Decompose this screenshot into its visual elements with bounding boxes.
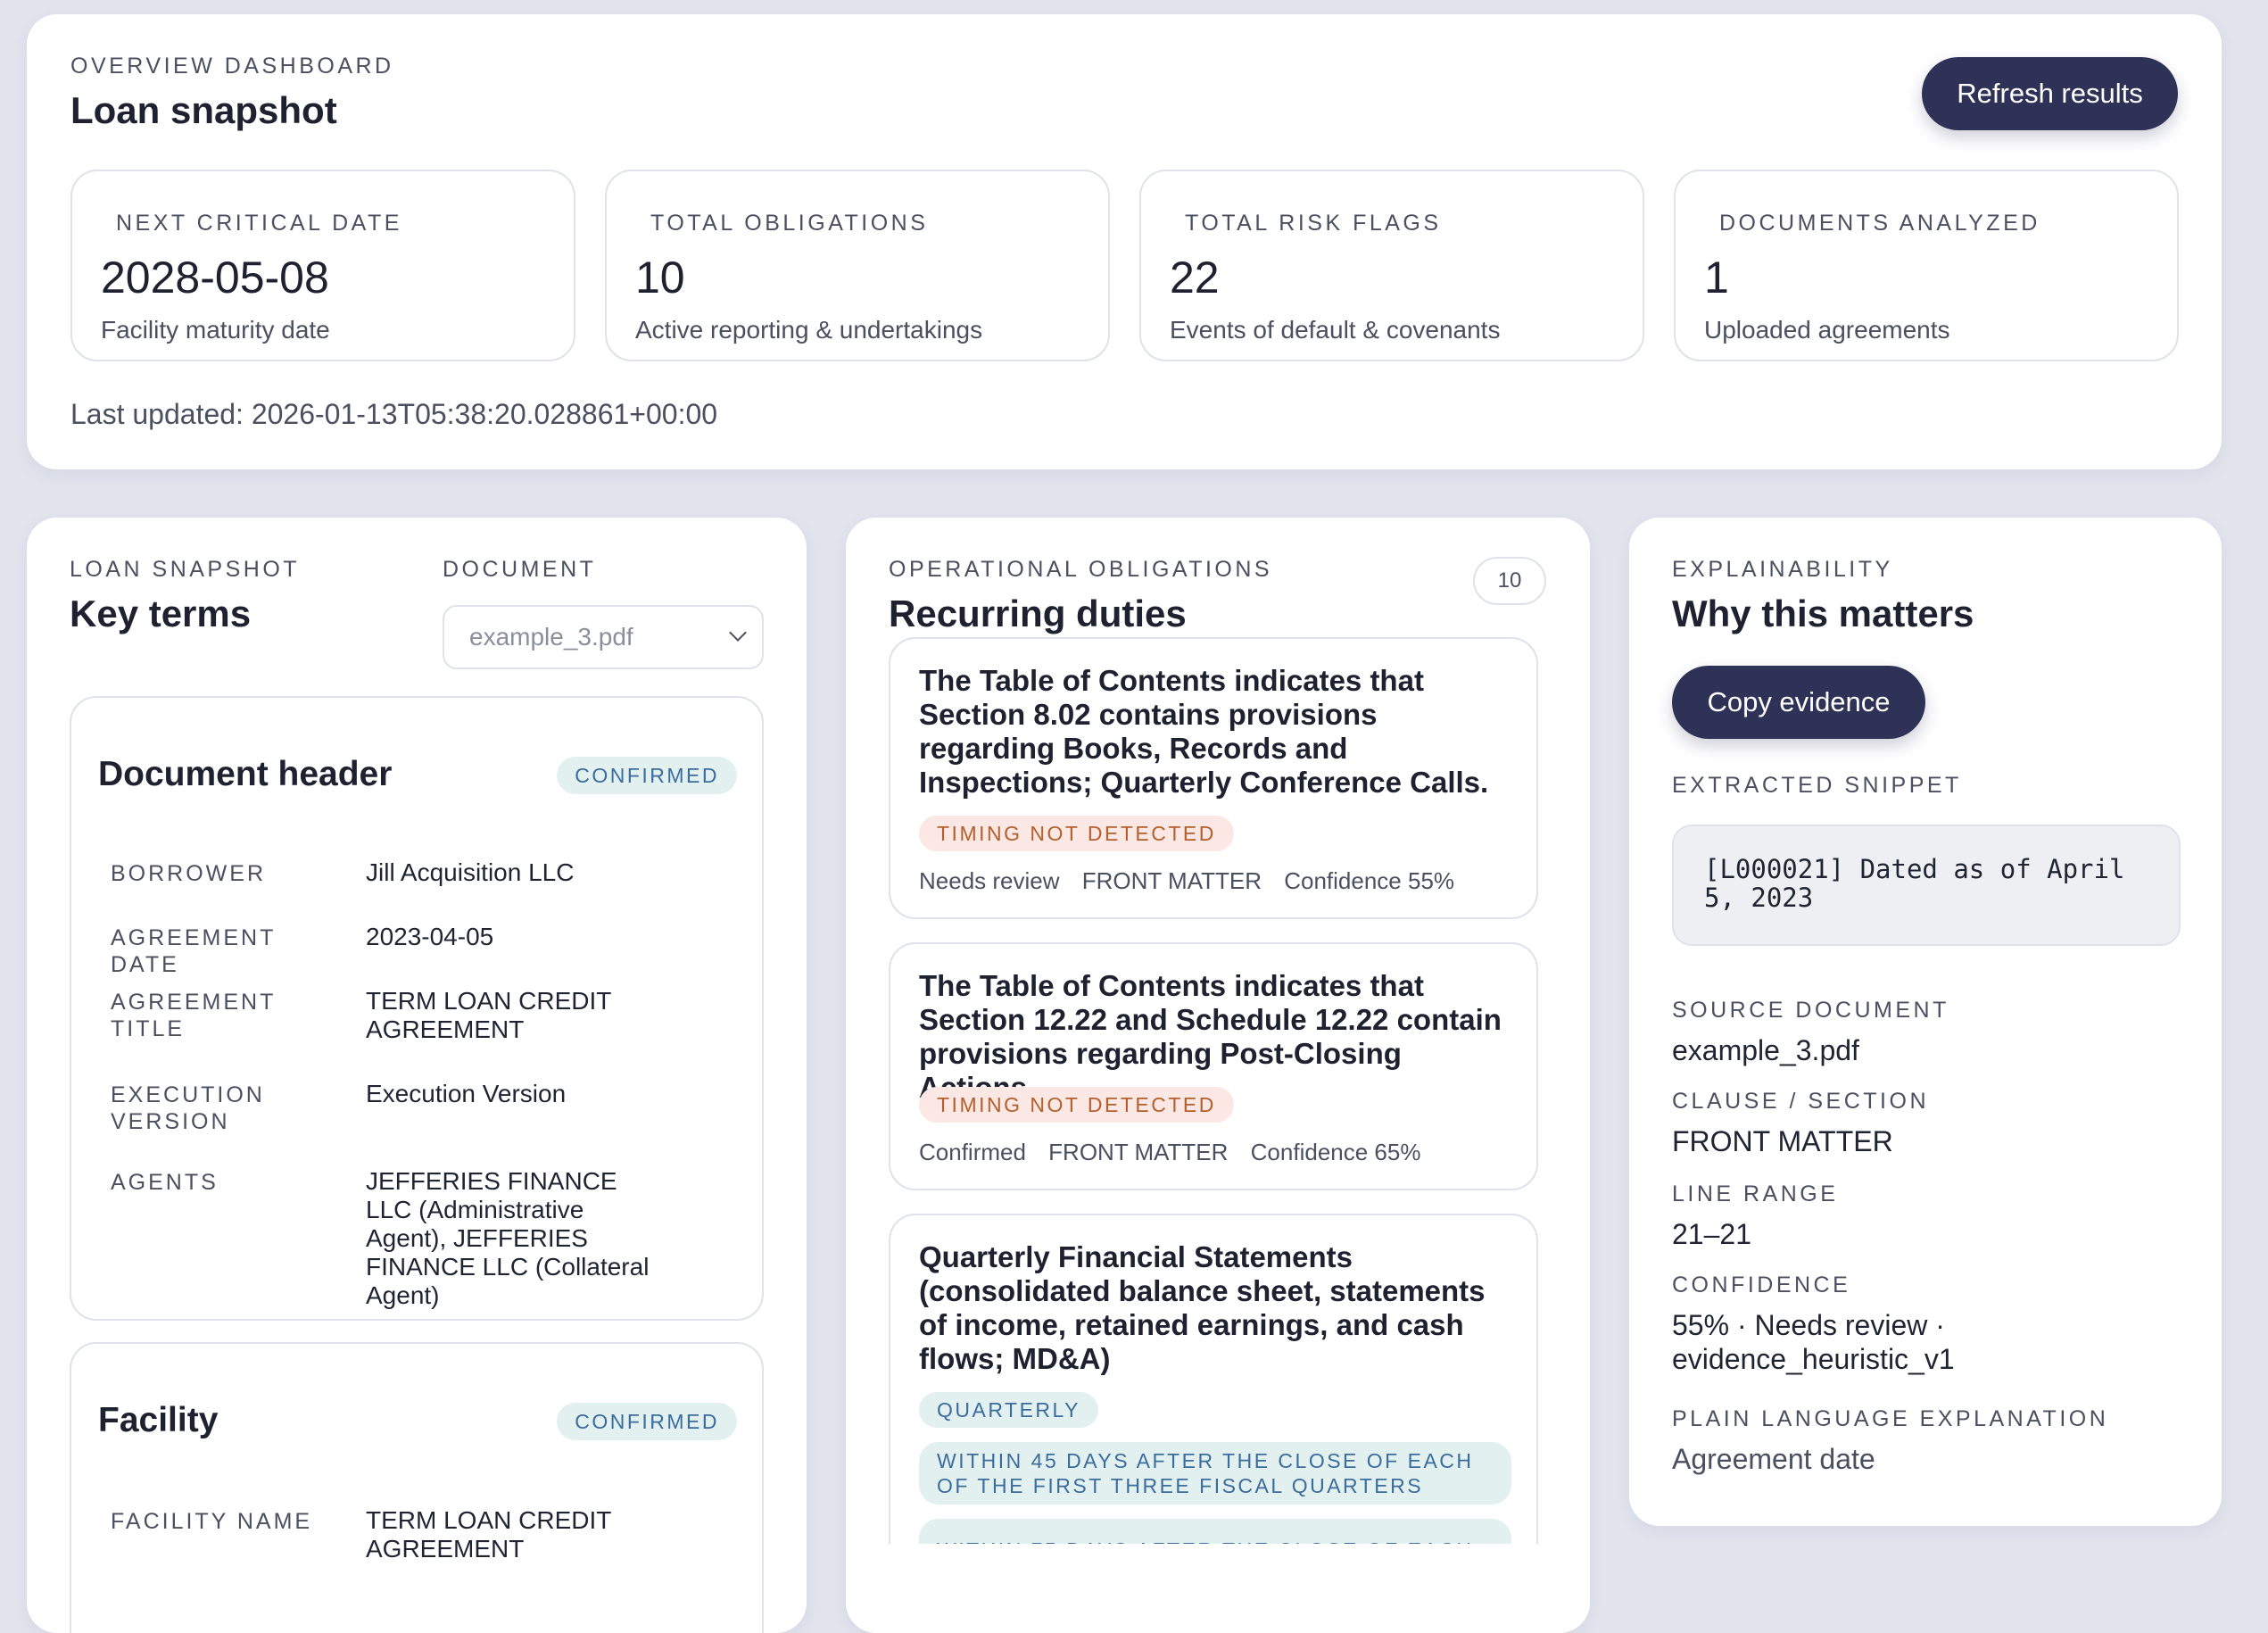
stat-documents-analyzed: DOCUMENTS ANALYZED 1 Uploaded agreements bbox=[1674, 170, 2179, 361]
field-value: TERM LOAN CREDIT AGREEMENT bbox=[366, 987, 611, 1043]
snippet-label: EXTRACTED SNIPPET bbox=[1672, 773, 1962, 798]
page-title: Loan snapshot bbox=[70, 89, 337, 131]
duty-meta: Confirmed FRONT MATTER Confidence 65% bbox=[919, 1139, 1436, 1166]
stat-value: 2028-05-08 bbox=[101, 253, 329, 303]
duty-title: The Table of Contents indicates that Sec… bbox=[919, 664, 1489, 799]
confidence-label: CONFIDENCE bbox=[1672, 1272, 1851, 1297]
stat-next-critical-date: NEXT CRITICAL DATE 2028-05-08 Facility m… bbox=[70, 170, 575, 361]
stat-subtitle: Events of default & covenants bbox=[1170, 316, 1501, 344]
key-terms-eyebrow: LOAN SNAPSHOT bbox=[70, 557, 301, 582]
copy-evidence-button[interactable]: Copy evidence bbox=[1672, 666, 1925, 739]
field-value: JEFFERIES FINANCE LLC (Administrative Ag… bbox=[366, 1167, 650, 1309]
clause-section-label: CLAUSE / SECTION bbox=[1672, 1089, 1929, 1114]
duty-meta: Needs review FRONT MATTER Confidence 55% bbox=[919, 867, 1470, 895]
line-range-label: LINE RANGE bbox=[1672, 1181, 1839, 1206]
duty-item[interactable]: The Table of Contents indicates that Sec… bbox=[889, 942, 1538, 1190]
explainability-eyebrow: EXPLAINABILITY bbox=[1672, 557, 1893, 582]
document-select-value: example_3.pdf bbox=[469, 623, 633, 651]
document-header-section: Document header CONFIRMED BORROWER Jill … bbox=[70, 696, 764, 1321]
duty-confidence: Confidence 55% bbox=[1284, 867, 1455, 894]
stat-subtitle: Uploaded agreements bbox=[1704, 316, 1950, 344]
last-updated-text: Last updated: 2026-01-13T05:38:20.028861… bbox=[70, 398, 718, 430]
document-select[interactable]: example_3.pdf bbox=[443, 605, 764, 669]
plain-language-label: PLAIN LANGUAGE EXPLANATION bbox=[1672, 1406, 2109, 1431]
chevron-down-icon bbox=[729, 624, 747, 642]
field-value: 2023-04-05 bbox=[366, 923, 494, 950]
extracted-snippet: [L000021] Dated as of April 5, 2023 bbox=[1672, 825, 2181, 946]
duties-count-badge: 10 bbox=[1473, 557, 1546, 605]
overview-eyebrow: OVERVIEW DASHBOARD bbox=[70, 54, 394, 79]
clause-section-value: FRONT MATTER bbox=[1672, 1125, 1893, 1157]
plain-language-value: Agreement date bbox=[1672, 1443, 1875, 1475]
duty-item[interactable]: Quarterly Financial Statements (consolid… bbox=[889, 1214, 1538, 1544]
field-label: AGREEMENT TITLE bbox=[111, 990, 276, 1041]
line-range-value: 21–21 bbox=[1672, 1218, 1751, 1250]
duty-section: FRONT MATTER bbox=[1081, 867, 1262, 894]
recurring-duties-card: OPERATIONAL OBLIGATIONS Recurring duties… bbox=[846, 518, 1590, 1633]
stat-label: DOCUMENTS ANALYZED bbox=[1719, 211, 2040, 236]
explainability-title: Why this matters bbox=[1672, 593, 1974, 634]
status-badge: CONFIRMED bbox=[557, 1403, 737, 1440]
stat-total-risk-flags: TOTAL RISK FLAGS 22 Events of default & … bbox=[1139, 170, 1644, 361]
stat-label: NEXT CRITICAL DATE bbox=[116, 211, 402, 236]
stat-subtitle: Facility maturity date bbox=[101, 316, 330, 344]
duties-eyebrow: OPERATIONAL OBLIGATIONS bbox=[889, 557, 1273, 582]
key-terms-title: Key terms bbox=[70, 593, 252, 634]
stat-value: 10 bbox=[635, 253, 685, 303]
field-label: BORROWER bbox=[111, 861, 266, 886]
timing-badge: TIMING NOT DETECTED bbox=[919, 816, 1234, 851]
stat-subtitle: Active reporting & undertakings bbox=[635, 316, 983, 344]
section-title: Document header bbox=[98, 755, 393, 793]
stat-value: 1 bbox=[1704, 253, 1729, 303]
status-badge: CONFIRMED bbox=[557, 757, 737, 794]
field-value: Execution Version bbox=[366, 1080, 567, 1107]
duty-section: FRONT MATTER bbox=[1048, 1139, 1229, 1165]
refresh-results-button[interactable]: Refresh results bbox=[1922, 57, 2178, 130]
source-document-label: SOURCE DOCUMENT bbox=[1672, 998, 1949, 1023]
stat-value: 22 bbox=[1170, 253, 1220, 303]
field-label: EXECUTION VERSION bbox=[111, 1082, 265, 1134]
field-label: FACILITY NAME bbox=[111, 1509, 313, 1534]
field-value: TERM LOAN CREDIT AGREEMENT bbox=[366, 1506, 611, 1563]
overview-card: OVERVIEW DASHBOARD Loan snapshot Refresh… bbox=[27, 14, 2222, 469]
facility-section: Facility CONFIRMED FACILITY NAME TERM LO… bbox=[70, 1342, 764, 1633]
key-terms-card: LOAN SNAPSHOT Key terms DOCUMENT example… bbox=[27, 518, 807, 1633]
duties-title: Recurring duties bbox=[889, 593, 1187, 634]
explainability-card: EXPLAINABILITY Why this matters Copy evi… bbox=[1629, 518, 2222, 1526]
duty-status: Confirmed bbox=[919, 1139, 1026, 1165]
section-title: Facility bbox=[98, 1401, 219, 1439]
duties-list[interactable]: The Table of Contents indicates that Sec… bbox=[846, 637, 1590, 1544]
document-label: DOCUMENT bbox=[443, 557, 597, 582]
duty-title: The Table of Contents indicates that Sec… bbox=[919, 969, 1502, 1104]
frequency-badge: QUARTERLY bbox=[919, 1392, 1098, 1428]
timing-badge: TIMING NOT DETECTED bbox=[919, 1087, 1234, 1123]
duty-item[interactable]: The Table of Contents indicates that Sec… bbox=[889, 637, 1538, 919]
field-label: AGENTS bbox=[111, 1170, 219, 1195]
field-value: Jill Acquisition LLC bbox=[366, 858, 575, 886]
timing-badge: WITHIN 75 DAYS AFTER THE CLOSE OF EACH bbox=[919, 1519, 1511, 1544]
confidence-value: 55% · Needs review · evidence_heuristic_… bbox=[1672, 1309, 1955, 1375]
duty-status: Needs review bbox=[919, 867, 1060, 894]
timing-badge: WITHIN 45 DAYS AFTER THE CLOSE OF EACH O… bbox=[919, 1442, 1511, 1505]
field-label: AGREEMENT DATE bbox=[111, 925, 276, 977]
stat-label: TOTAL OBLIGATIONS bbox=[650, 211, 929, 236]
stat-total-obligations: TOTAL OBLIGATIONS 10 Active reporting & … bbox=[605, 170, 1110, 361]
source-document-value: example_3.pdf bbox=[1672, 1034, 1859, 1066]
stat-label: TOTAL RISK FLAGS bbox=[1185, 211, 1442, 236]
duty-title: Quarterly Financial Statements (consolid… bbox=[919, 1240, 1486, 1375]
duty-confidence: Confidence 65% bbox=[1250, 1139, 1421, 1165]
